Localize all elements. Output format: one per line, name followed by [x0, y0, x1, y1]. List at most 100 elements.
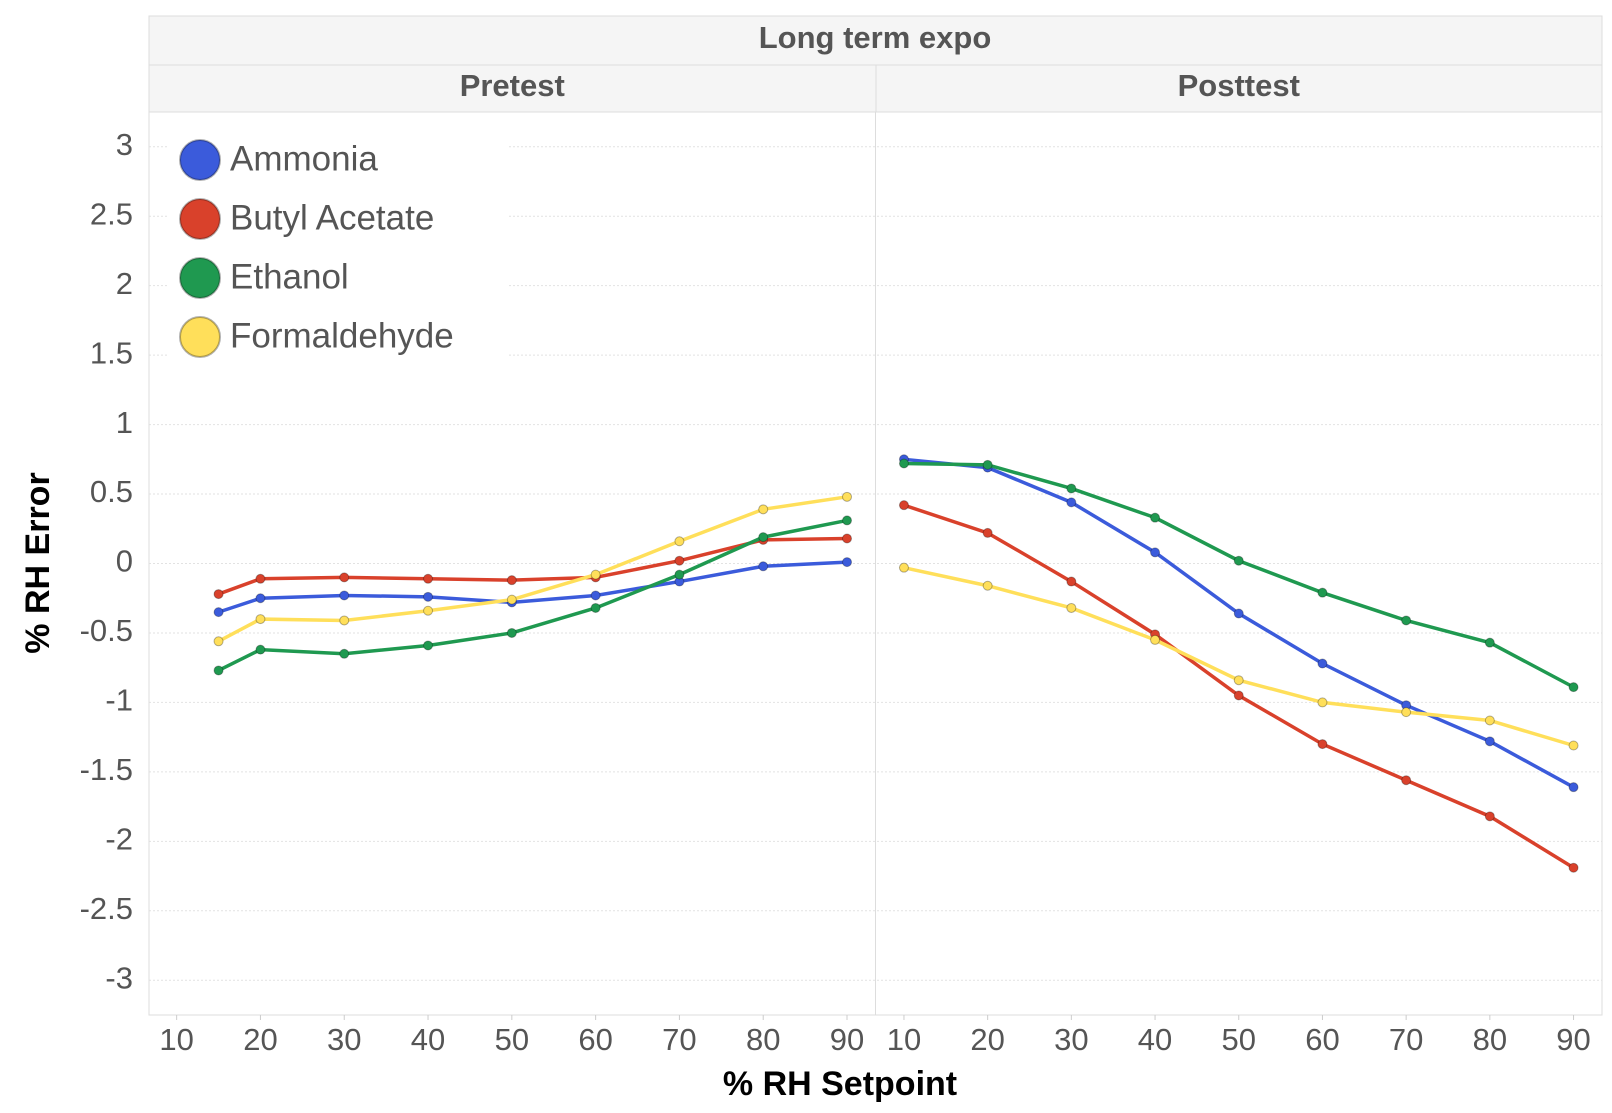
- data-point: [674, 569, 685, 580]
- data-point: [590, 602, 601, 613]
- title-strip: [148, 15, 1603, 66]
- data-point: [255, 573, 266, 584]
- legend-label: Ammonia: [230, 139, 378, 178]
- data-point: [1066, 497, 1077, 508]
- series-line: [903, 565, 1575, 748]
- data-point: [758, 532, 769, 543]
- data-point: [1484, 736, 1495, 747]
- data-point: [842, 491, 853, 502]
- x-tick-label: 30: [1054, 1022, 1088, 1057]
- data-point: [1317, 697, 1328, 708]
- x-tick-label: 50: [1222, 1022, 1256, 1057]
- chart-title: Long term expo: [759, 20, 992, 55]
- data-point: [1066, 602, 1077, 613]
- data-point: [213, 607, 224, 618]
- data-point: [1401, 615, 1412, 626]
- legend-swatch: [179, 198, 221, 240]
- data-point: [1150, 512, 1161, 523]
- data-point: [1484, 811, 1495, 822]
- x-tick-label: 40: [411, 1022, 445, 1057]
- data-point: [1484, 715, 1495, 726]
- legend-label: Formaldehyde: [230, 316, 454, 355]
- data-point: [213, 636, 224, 647]
- data-point: [1484, 637, 1495, 648]
- facet-title: Pretest: [460, 68, 565, 103]
- data-point: [1317, 739, 1328, 750]
- plot: [213, 454, 1579, 873]
- x-tick-label: 10: [159, 1022, 193, 1057]
- x-axis-title: % RH Setpoint: [723, 1065, 957, 1103]
- x-tick-label: 50: [495, 1022, 529, 1057]
- data-point: [674, 536, 685, 547]
- data-point: [255, 593, 266, 604]
- data-point: [213, 589, 224, 600]
- data-point: [898, 562, 909, 573]
- x-tick-label: 20: [970, 1022, 1004, 1057]
- data-point: [506, 594, 517, 605]
- x-tick-label: 70: [662, 1022, 696, 1057]
- grid: 3 2.5 2 1.5 1 0.5 0 -0.5 -1 -1.5 -2 -2.5 -3 Pretest 10…: [80, 68, 1603, 1057]
- data-point: [1150, 547, 1161, 558]
- data-point: [758, 561, 769, 572]
- series-line: [217, 560, 848, 614]
- legend-swatch: [179, 257, 221, 299]
- data-point: [1317, 587, 1328, 598]
- data-point: [255, 614, 266, 625]
- y-tick-label: 1.5: [90, 335, 133, 370]
- legend-label: Ethanol: [230, 257, 349, 296]
- x-tick-label: 40: [1138, 1022, 1172, 1057]
- x-tick-label: 80: [1473, 1022, 1507, 1057]
- data-point: [1233, 675, 1244, 686]
- data-point: [842, 533, 853, 544]
- data-point: [1233, 608, 1244, 619]
- x-tick-label: 90: [830, 1022, 864, 1057]
- x-tick-label: 20: [243, 1022, 277, 1057]
- y-tick-label: 2.5: [90, 196, 133, 231]
- data-point: [213, 665, 224, 676]
- data-point: [1150, 634, 1161, 645]
- data-point: [758, 504, 769, 515]
- data-point: [423, 591, 434, 602]
- data-point: [898, 458, 909, 469]
- x-tick-label: 60: [578, 1022, 612, 1057]
- data-point: [982, 459, 993, 470]
- data-point: [339, 572, 350, 583]
- data-point: [590, 569, 601, 580]
- series-line: [903, 461, 1575, 689]
- data-point: [590, 590, 601, 601]
- y-tick-label: 0: [116, 544, 133, 579]
- data-point: [1233, 690, 1244, 701]
- data-point: [506, 627, 517, 638]
- legend-swatch: [179, 139, 221, 181]
- x-tick-label: 70: [1389, 1022, 1423, 1057]
- data-point: [506, 575, 517, 586]
- x-tick-label: 90: [1556, 1022, 1590, 1057]
- y-tick-label: 2: [116, 266, 133, 301]
- data-point: [982, 527, 993, 538]
- x-tick-label: 80: [746, 1022, 780, 1057]
- data-point: [339, 590, 350, 601]
- series-line: [217, 536, 848, 596]
- y-tick-label: 0.5: [90, 474, 133, 509]
- y-axis-title: % RH Error: [19, 472, 57, 653]
- data-point: [1233, 555, 1244, 566]
- y-tick-label: -1.5: [80, 752, 133, 787]
- series-line: [903, 457, 1575, 789]
- y-tick-label: -3: [105, 960, 133, 995]
- data-point: [1568, 740, 1579, 751]
- data-point: [423, 605, 434, 616]
- data-point: [255, 644, 266, 655]
- y-tick-label: 1: [116, 405, 133, 440]
- data-point: [423, 573, 434, 584]
- data-point: [1568, 862, 1579, 873]
- data-point: [1066, 576, 1077, 587]
- y-tick-label: -0.5: [80, 613, 133, 648]
- y-tick-label: -2.5: [80, 891, 133, 926]
- data-point: [982, 580, 993, 591]
- data-point: [1568, 682, 1579, 693]
- data-point: [674, 555, 685, 566]
- legend: Ammonia Butyl Acetate Ethanol Formaldehyde: [168, 134, 508, 376]
- y-tick-label: -1: [105, 683, 133, 718]
- data-point: [339, 615, 350, 626]
- data-point: [339, 648, 350, 659]
